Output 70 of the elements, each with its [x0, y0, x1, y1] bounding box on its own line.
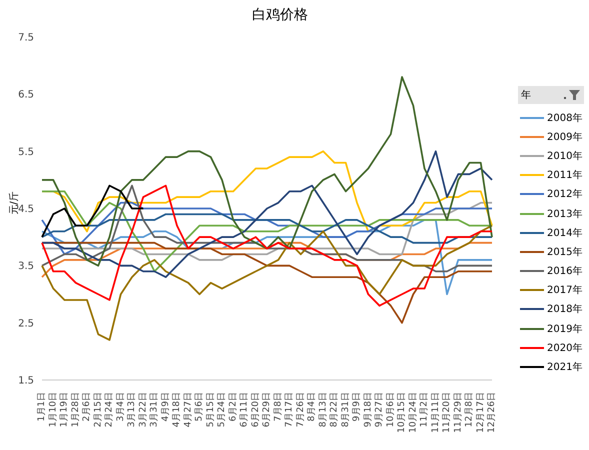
line-series [41, 184, 493, 307]
y-tick-label: 2.5 [18, 318, 34, 330]
x-tick-label: 7月17日 [284, 392, 294, 428]
x-tick-label: 9月27日 [374, 392, 384, 428]
x-tick-label: 2月6日 [82, 392, 92, 422]
legend-label: 2009年 [547, 130, 582, 144]
legend-label: 2015年 [547, 246, 582, 259]
x-tick-label: 4月18日 [172, 392, 182, 428]
y-tick-label: 4.5 [18, 204, 34, 216]
x-tick-label: 7月8日 [273, 392, 284, 422]
x-tick-label: 12月17日 [476, 392, 486, 433]
x-tick-label: 10月24日 [408, 392, 418, 433]
y-tick-label: 3.5 [18, 261, 34, 272]
x-tick-label: 2月15日 [93, 392, 104, 428]
x-tick-label: 11月2日 [420, 392, 430, 428]
x-tick-label: 12月26日 [487, 392, 497, 433]
x-tick-label: 5月15日 [206, 392, 216, 428]
legend-label: 2018年 [547, 303, 582, 316]
legend-label: 2017年 [547, 284, 582, 298]
x-tick-label: 5月24日 [217, 392, 227, 428]
x-tick-label: 6月11日 [240, 392, 250, 428]
x-tick-label: 6月20日 [250, 392, 261, 428]
x-tick-label: 11月11日 [430, 392, 441, 433]
x-tick-label: 5月6日 [194, 392, 204, 422]
line-series [41, 76, 493, 267]
legend-label: 2010年 [547, 150, 582, 163]
legend-label: 2008年 [547, 112, 582, 125]
x-tick-label: 1月28日 [70, 392, 81, 428]
x-tick-label: 4月27日 [183, 392, 194, 428]
x-tick-label: 3月31日 [150, 392, 160, 428]
legend-title: 年 [521, 89, 531, 102]
x-tick-label: 10月15日 [397, 392, 407, 433]
legend-label: 2020年 [547, 342, 582, 355]
x-tick-label: 3月13日 [127, 392, 137, 428]
x-tick-label: 2月24日 [104, 392, 114, 428]
x-tick-label: 10月6日 [386, 392, 396, 428]
x-tick-label: 9月9日 [352, 392, 362, 422]
legend-label: 2013年 [547, 208, 582, 221]
x-tick-label: 6月29日 [262, 392, 272, 428]
legend-label: 2016年 [547, 265, 582, 278]
line-series [41, 150, 493, 278]
x-tick-label: 8月4日 [307, 392, 317, 422]
x-tick-label: 9月18日 [363, 392, 374, 428]
chart-title: 白鸡价格 [251, 6, 309, 24]
legend-label: 2011年 [547, 169, 582, 182]
legend-label: 2012年 [547, 188, 582, 202]
x-tick-label: 4月9日 [160, 392, 171, 422]
x-tick-label: 8月31日 [340, 392, 351, 428]
x-tick-label: 7月26日 [296, 392, 306, 428]
y-tick-label: 1.5 [18, 376, 34, 387]
y-tick-label: 6.5 [18, 90, 34, 101]
y-tick-label: 5.5 [18, 146, 34, 158]
x-tick-label: 1月19日 [60, 392, 70, 428]
x-tick-label: 1月1日 [37, 392, 47, 422]
x-tick-label: 3月4日 [116, 392, 126, 422]
x-tick-label: 12月8日 [464, 392, 474, 428]
x-tick-label: 8月13日 [318, 392, 328, 428]
x-tick-label: 11月20日 [442, 392, 452, 433]
legend-label: 2021年 [547, 361, 582, 374]
x-tick-label: 1月10日 [48, 392, 58, 428]
line-series [41, 184, 144, 238]
line-series [41, 213, 493, 244]
legend-label: 2019年 [547, 322, 582, 336]
y-tick-label: 7.5 [18, 32, 34, 44]
x-tick-label: 3月22日 [138, 392, 148, 428]
x-tick-label: 6月2日 [228, 392, 238, 422]
line-series [41, 224, 493, 341]
legend-label: 2014年 [547, 226, 582, 240]
x-tick-label: 11月29日 [453, 392, 464, 433]
x-tick-label: 8月22日 [330, 392, 340, 428]
